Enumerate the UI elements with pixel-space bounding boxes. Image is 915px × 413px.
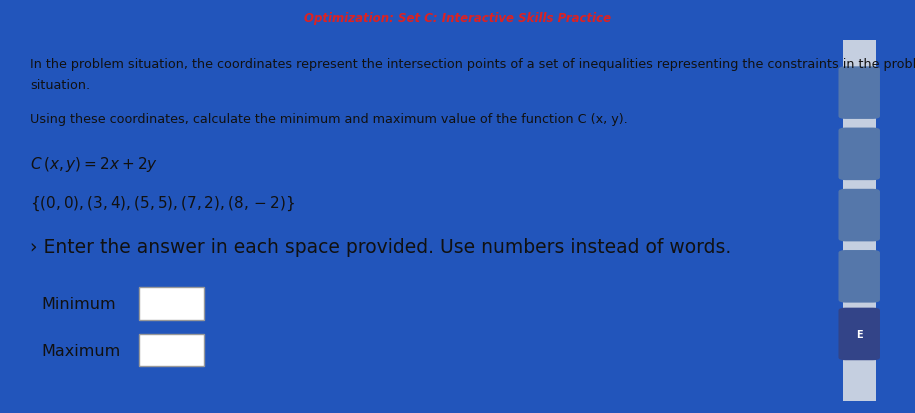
Text: $\{(0,0),(3,4),(5,5),(7,2),(8,-2)\}$: $\{(0,0),(3,4),(5,5),(7,2),(8,-2)\}$ xyxy=(30,194,296,212)
Text: Minimum: Minimum xyxy=(41,296,116,311)
FancyBboxPatch shape xyxy=(838,250,880,303)
Text: E: E xyxy=(856,329,863,339)
FancyBboxPatch shape xyxy=(838,308,880,361)
FancyBboxPatch shape xyxy=(139,334,204,366)
FancyBboxPatch shape xyxy=(838,189,880,242)
FancyBboxPatch shape xyxy=(838,128,880,181)
FancyBboxPatch shape xyxy=(139,287,204,320)
Text: Maximum: Maximum xyxy=(41,343,121,358)
FancyBboxPatch shape xyxy=(843,41,876,401)
Text: $C\,(x,y) = 2x + 2y$: $C\,(x,y) = 2x + 2y$ xyxy=(30,154,158,173)
Text: situation.: situation. xyxy=(30,79,91,92)
Text: In the problem situation, the coordinates represent the intersection points of a: In the problem situation, the coordinate… xyxy=(30,57,915,71)
Text: › Enter the answer in each space provided. Use numbers instead of words.: › Enter the answer in each space provide… xyxy=(30,237,731,256)
Text: Using these coordinates, calculate the minimum and maximum value of the function: Using these coordinates, calculate the m… xyxy=(30,113,628,126)
Text: Optimization: Set C: Interactive Skills Practice: Optimization: Set C: Interactive Skills … xyxy=(304,12,611,25)
FancyBboxPatch shape xyxy=(838,67,880,120)
